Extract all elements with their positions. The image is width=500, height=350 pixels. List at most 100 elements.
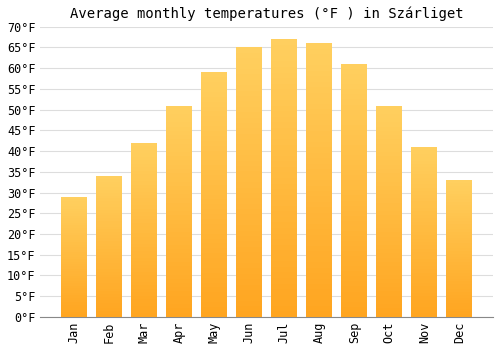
Bar [271, 122, 297, 128]
Bar [131, 160, 157, 164]
Bar [96, 303, 122, 306]
Bar [131, 306, 157, 310]
Bar [96, 238, 122, 241]
Bar [271, 306, 297, 311]
Bar [96, 246, 122, 249]
Bar [131, 261, 157, 265]
Bar [166, 160, 192, 164]
Bar [201, 302, 228, 307]
Bar [271, 289, 297, 295]
Bar [201, 258, 228, 263]
Bar [201, 282, 228, 287]
Bar [96, 272, 122, 274]
Bar [236, 231, 262, 236]
Bar [446, 259, 472, 262]
Bar [306, 251, 332, 257]
Bar [166, 266, 192, 270]
Bar [271, 150, 297, 156]
Bar [201, 92, 228, 97]
Bar [446, 289, 472, 292]
Bar [166, 194, 192, 198]
Bar [306, 114, 332, 120]
Bar [131, 310, 157, 313]
Bar [411, 222, 438, 225]
Bar [411, 262, 438, 266]
Bar [166, 110, 192, 114]
Bar [411, 256, 438, 259]
Bar [411, 249, 438, 252]
Bar [236, 220, 262, 225]
Bar [131, 212, 157, 216]
Bar [446, 300, 472, 303]
Bar [201, 87, 228, 92]
Bar [166, 118, 192, 122]
Bar [306, 93, 332, 98]
Bar [131, 226, 157, 230]
Bar [271, 211, 297, 217]
Bar [411, 154, 438, 157]
Bar [96, 198, 122, 201]
Bar [201, 97, 228, 102]
Bar [341, 205, 367, 211]
Bar [411, 290, 438, 293]
Bar [61, 257, 87, 259]
Bar [271, 84, 297, 89]
Bar [411, 188, 438, 191]
Bar [306, 104, 332, 109]
Bar [341, 201, 367, 205]
Bar [201, 219, 228, 224]
Bar [341, 105, 367, 110]
Bar [131, 150, 157, 153]
Bar [201, 229, 228, 234]
Bar [376, 148, 402, 152]
Bar [166, 232, 192, 237]
Bar [341, 241, 367, 246]
Bar [411, 259, 438, 262]
Bar [341, 312, 367, 317]
Bar [446, 240, 472, 243]
Bar [61, 274, 87, 276]
Bar [341, 211, 367, 216]
Bar [271, 78, 297, 84]
Bar [96, 190, 122, 193]
Bar [376, 105, 402, 110]
Bar [341, 261, 367, 266]
Bar [201, 165, 228, 170]
Bar [236, 155, 262, 161]
Bar [341, 231, 367, 236]
Bar [201, 234, 228, 239]
Bar [446, 216, 472, 218]
Bar [96, 252, 122, 255]
Bar [96, 266, 122, 269]
Bar [411, 198, 438, 201]
Bar [61, 264, 87, 266]
Bar [96, 306, 122, 308]
Bar [131, 184, 157, 188]
Bar [131, 174, 157, 177]
Bar [166, 296, 192, 300]
Bar [411, 147, 438, 150]
Bar [166, 292, 192, 296]
Bar [306, 175, 332, 180]
Bar [376, 270, 402, 274]
Bar [61, 271, 87, 274]
Bar [341, 266, 367, 271]
Bar [446, 210, 472, 213]
Bar [306, 131, 332, 136]
Bar [411, 195, 438, 198]
Bar [446, 309, 472, 312]
Bar [306, 312, 332, 317]
Bar [376, 237, 402, 241]
Bar [61, 218, 87, 221]
Bar [166, 287, 192, 292]
Bar [271, 206, 297, 211]
Bar [201, 253, 228, 258]
Bar [166, 207, 192, 211]
Bar [376, 262, 402, 266]
Bar [411, 232, 438, 235]
Bar [236, 301, 262, 306]
Bar [411, 181, 438, 184]
Bar [341, 292, 367, 296]
Bar [201, 141, 228, 146]
Bar [201, 175, 228, 180]
